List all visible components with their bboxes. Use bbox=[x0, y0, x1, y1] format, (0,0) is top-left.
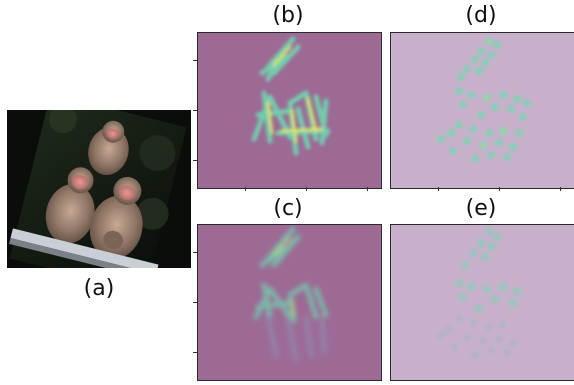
tick-mark bbox=[367, 187, 368, 191]
panel-e-keypoint-heatmap bbox=[390, 224, 574, 381]
panel-a-label: (a) bbox=[83, 276, 115, 301]
monkey-photo-image bbox=[7, 110, 191, 268]
tick-mark bbox=[193, 352, 197, 353]
panel-b-label: (b) bbox=[272, 3, 304, 28]
panel-d-keypoint-heatmap bbox=[390, 32, 574, 189]
panel-a-photo bbox=[7, 110, 191, 268]
panel-c-limb-heatmap bbox=[197, 224, 382, 381]
tick-mark bbox=[560, 187, 561, 191]
tick-mark bbox=[499, 187, 500, 191]
tick-mark bbox=[306, 187, 307, 191]
limb-heatmap-graphic bbox=[251, 36, 331, 156]
tick-mark bbox=[193, 252, 197, 253]
tick-mark bbox=[245, 187, 246, 191]
tick-mark bbox=[193, 302, 197, 303]
panel-c-label: (c) bbox=[273, 196, 303, 221]
tick-mark bbox=[193, 160, 197, 161]
panel-e-label: (e) bbox=[465, 196, 497, 221]
panel-d-label: (d) bbox=[465, 3, 497, 28]
limb-heatmap-faded-graphic bbox=[253, 226, 329, 362]
panel-b-limb-heatmap bbox=[197, 32, 382, 189]
tick-mark bbox=[193, 60, 197, 61]
tick-mark bbox=[438, 187, 439, 191]
keypoint-heatmap-graphic bbox=[437, 37, 531, 163]
tick-mark bbox=[193, 110, 197, 111]
keypoint-heatmap-faded-graphic bbox=[437, 227, 521, 359]
